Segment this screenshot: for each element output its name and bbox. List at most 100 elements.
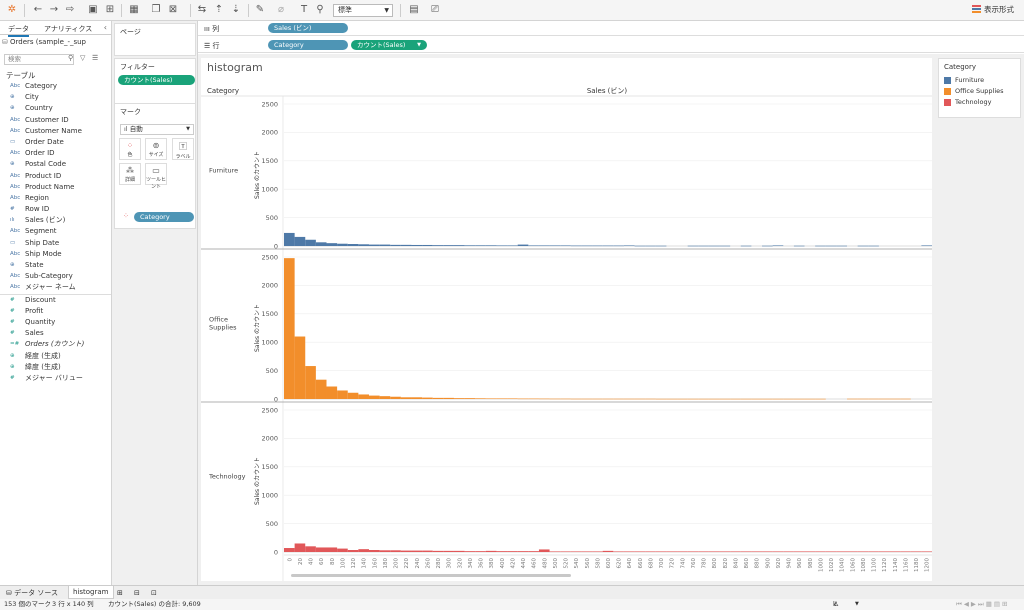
field-item[interactable]: Abc Region — [0, 193, 111, 204]
histogram-bar[interactable] — [379, 396, 391, 399]
histogram-bar[interactable] — [443, 397, 454, 399]
histogram-bar[interactable] — [698, 245, 709, 247]
histogram-bar[interactable] — [560, 551, 571, 553]
histogram-bar[interactable] — [517, 551, 529, 552]
histogram-bar[interactable] — [347, 550, 359, 552]
histogram-bar[interactable] — [762, 245, 773, 247]
histogram-bar[interactable] — [719, 398, 731, 400]
histogram-bar[interactable] — [602, 245, 614, 247]
tooltip-button[interactable]: ▭ ツールヒント — [145, 163, 167, 190]
histogram-bar[interactable] — [613, 245, 624, 247]
histogram-bar[interactable] — [815, 551, 826, 553]
field-item[interactable]: ⊕ Country — [0, 103, 111, 114]
histogram-bar[interactable] — [422, 244, 433, 246]
filter-icon[interactable]: ▽ — [80, 54, 86, 62]
histogram-bar[interactable] — [698, 398, 709, 400]
histogram-bar[interactable] — [687, 398, 699, 400]
show-cards-icon[interactable]: ▤ — [409, 4, 419, 15]
histogram-bar[interactable] — [730, 551, 741, 553]
histogram-bar[interactable] — [284, 258, 295, 399]
fix-axes-icon[interactable]: ⚲ — [316, 4, 324, 15]
legend-item[interactable]: Technology — [939, 97, 1020, 108]
histogram-bar[interactable] — [517, 398, 529, 400]
histogram-bar[interactable] — [857, 245, 869, 247]
field-item[interactable]: =# Orders (カウント) — [0, 339, 111, 350]
histogram-bar[interactable] — [422, 397, 433, 399]
histogram-bar[interactable] — [623, 245, 635, 247]
histogram-bar[interactable] — [581, 245, 593, 247]
field-item[interactable]: Abc Sub-Category — [0, 271, 111, 282]
histogram-bar[interactable] — [485, 245, 497, 246]
histogram-bar[interactable] — [592, 245, 603, 247]
histogram-bar[interactable] — [623, 551, 635, 553]
field-item[interactable]: Abc Ship Mode — [0, 249, 111, 260]
histogram-chart[interactable]: Category Sales (ビン) 05001000150020002500… — [201, 58, 932, 581]
filters-card[interactable]: フィルター カウント(Sales) — [114, 58, 196, 110]
new-story-icon[interactable]: ⊡ — [151, 589, 157, 597]
histogram-bar[interactable] — [400, 244, 412, 246]
histogram-bar[interactable] — [793, 398, 805, 400]
field-item[interactable]: Abc Product Name — [0, 182, 111, 193]
histogram-bar[interactable] — [708, 551, 720, 553]
field-item[interactable]: Abc Order ID — [0, 148, 111, 159]
histogram-bar[interactable] — [613, 551, 624, 553]
histogram-bar[interactable] — [496, 245, 508, 247]
tab-analytics[interactable]: アナリティクス — [44, 25, 93, 33]
sort-descending-icon[interactable]: ⇣ — [231, 4, 241, 15]
histogram-bar[interactable] — [868, 245, 879, 247]
view-size-select[interactable]: 標準 ▼ — [333, 4, 393, 17]
histogram-bar[interactable] — [453, 398, 465, 399]
histogram-bar[interactable] — [358, 549, 369, 552]
histogram-bar[interactable] — [538, 245, 550, 247]
histogram-bar[interactable] — [581, 398, 593, 400]
histogram-bar[interactable] — [464, 398, 476, 399]
histogram-bar[interactable] — [507, 551, 518, 552]
histogram-bar[interactable] — [507, 398, 518, 400]
histogram-bar[interactable] — [645, 245, 656, 247]
histogram-bar[interactable] — [910, 551, 922, 553]
histogram-bar[interactable] — [337, 548, 348, 552]
sheet-navigation-icons[interactable]: ⏮◀▶⏭▦▤⊞ — [956, 600, 1010, 608]
histogram-bar[interactable] — [538, 398, 550, 400]
histogram-bar[interactable] — [878, 398, 890, 400]
histogram-bar[interactable] — [284, 548, 295, 552]
histogram-bar[interactable] — [762, 551, 773, 553]
histogram-bar[interactable] — [793, 245, 805, 247]
filter-pill-count-sales[interactable]: カウント(Sales) — [118, 75, 195, 85]
histogram-bar[interactable] — [294, 336, 306, 399]
new-worksheet-icon[interactable]: ▦ — [129, 4, 139, 15]
histogram-bar[interactable] — [453, 245, 465, 246]
field-item[interactable]: ▭ Order Date — [0, 137, 111, 148]
histogram-bar[interactable] — [549, 245, 561, 247]
histogram-bar[interactable] — [730, 398, 741, 400]
histogram-bar[interactable] — [549, 398, 561, 400]
histogram-bar[interactable] — [592, 551, 603, 553]
histogram-bar[interactable] — [326, 386, 338, 399]
histogram-bar[interactable] — [517, 244, 529, 246]
histogram-bar[interactable] — [836, 551, 848, 553]
histogram-bar[interactable] — [347, 392, 359, 399]
histogram-bar[interactable] — [825, 245, 837, 247]
histogram-bar[interactable] — [411, 397, 423, 399]
show-me-button[interactable]: 表示形式 — [972, 4, 1014, 16]
histogram-bar[interactable] — [751, 551, 763, 553]
columns-shelf[interactable]: ııı 列 Sales (ビン) — [198, 21, 1024, 36]
histogram-bar[interactable] — [772, 398, 784, 400]
legend-item[interactable]: Furniture — [939, 75, 1020, 86]
histogram-bar[interactable] — [708, 398, 720, 400]
tableau-logo-icon[interactable]: ✲ — [7, 4, 17, 15]
size-button[interactable]: ⊚ サイズ — [145, 138, 167, 160]
collapse-pane-icon[interactable]: ‹ — [103, 23, 107, 32]
histogram-bar[interactable] — [528, 398, 539, 400]
histogram-bar[interactable] — [475, 551, 486, 552]
histogram-bar[interactable] — [432, 245, 444, 246]
histogram-bar[interactable] — [464, 551, 476, 552]
field-item[interactable]: # メジャー バリュー — [0, 373, 111, 384]
field-item[interactable]: ⊕ 緯度 (生成) — [0, 362, 111, 373]
tab-histogram[interactable]: histogram — [68, 586, 114, 599]
new-datasource-icon[interactable]: ⊞ — [105, 4, 115, 15]
histogram-bar[interactable] — [900, 551, 911, 553]
tab-data[interactable]: データ — [8, 24, 29, 37]
histogram-bar[interactable] — [719, 245, 731, 247]
histogram-bar[interactable] — [284, 232, 295, 246]
